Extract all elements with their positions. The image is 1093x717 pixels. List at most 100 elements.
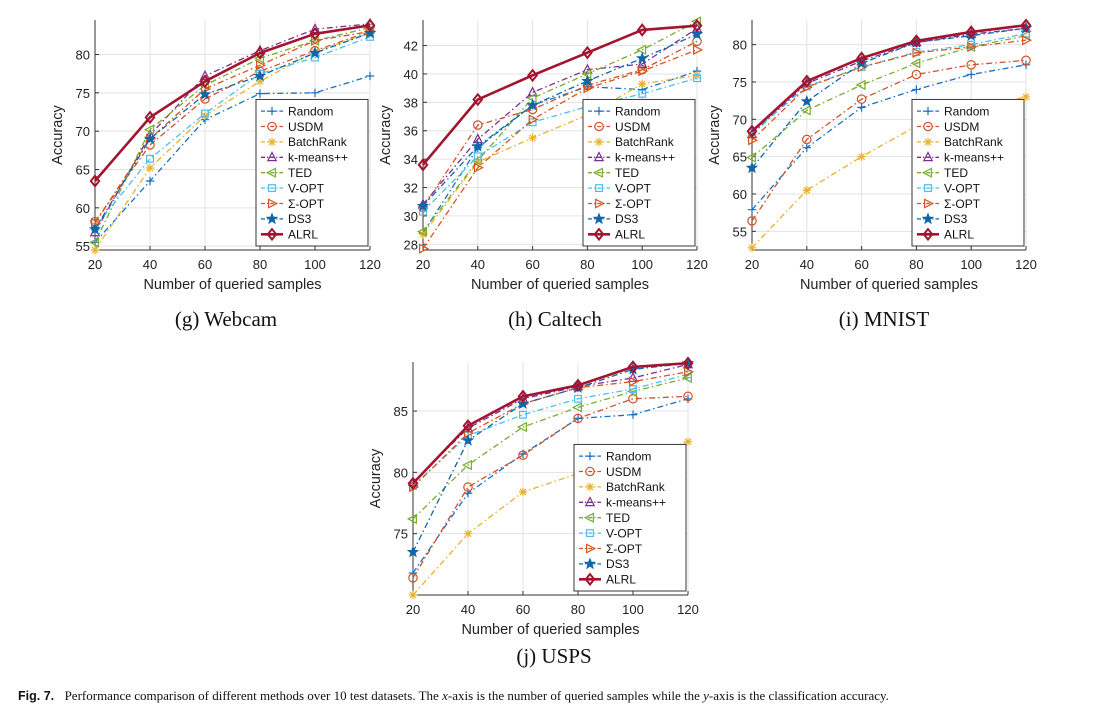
- data-point-ted: [581, 68, 592, 80]
- x-tick-label: 40: [800, 257, 814, 272]
- legend-marker-v-opt: [924, 184, 932, 193]
- data-point-sigma-opt: [528, 114, 539, 125]
- subcaption: (h) Caltech: [508, 307, 602, 331]
- x-tick-label: 40: [471, 257, 485, 272]
- legend-label-alrl: ALRL: [944, 228, 974, 242]
- legend-label-batchrank: BatchRank: [288, 135, 348, 149]
- legend-marker-usdm: [585, 466, 595, 477]
- data-point-sigma-opt: [638, 65, 649, 77]
- series-line-k-meansplusplus: [751, 27, 1027, 135]
- legend-label-random: Random: [944, 104, 989, 118]
- data-point-usdm: [518, 450, 528, 460]
- legend-marker-ds3: [921, 212, 935, 225]
- data-point-usdm: [408, 573, 418, 583]
- series-ted: [416, 16, 701, 237]
- y-tick-label: 85: [394, 404, 408, 419]
- legend-label-alrl: ALRL: [288, 228, 318, 242]
- y-axis-label: Accuracy: [378, 104, 394, 164]
- legend-box: [255, 98, 369, 247]
- data-point-ted: [88, 237, 99, 248]
- data-point-alrl: [682, 356, 694, 371]
- legend-label-usdm: USDM: [615, 120, 650, 134]
- data-point-usdm: [472, 120, 483, 130]
- y-tick-label: 80: [76, 48, 90, 63]
- x-tick-label: 80: [909, 257, 923, 272]
- legend-marker-sigma-opt: [586, 543, 597, 554]
- data-point-batchrank: [200, 111, 210, 121]
- series-usdm: [408, 391, 693, 583]
- legend-marker-k-meansplusplus: [266, 151, 278, 162]
- data-point-ted: [910, 58, 921, 69]
- legend-marker-usdm: [923, 121, 933, 132]
- data-point-ted: [461, 459, 472, 471]
- legend-label-batchrank: BatchRank: [606, 480, 666, 494]
- x-tick-label: 60: [854, 257, 868, 272]
- data-point-ds3: [461, 433, 475, 446]
- data-point-ds3: [581, 74, 594, 87]
- legend-label-ds3: DS3: [288, 212, 312, 226]
- data-point-random: [802, 143, 811, 152]
- data-point-batchrank: [1021, 92, 1031, 102]
- series-random: [90, 71, 375, 247]
- y-tick-label: 80: [394, 465, 408, 480]
- x-tick-label: 60: [198, 257, 212, 272]
- data-point-batchrank: [802, 186, 811, 195]
- data-point-ted: [471, 155, 482, 166]
- series-random: [747, 60, 1031, 214]
- data-point-batchrank: [90, 245, 100, 255]
- x-tick-label: 80: [253, 257, 267, 272]
- legend-label-ted: TED: [944, 166, 968, 180]
- series-line-batchrank: [422, 74, 698, 235]
- data-point-random: [967, 70, 976, 79]
- data-point-alrl: [910, 34, 922, 48]
- legend-marker-sigma-opt: [924, 198, 935, 209]
- x-tick-label: 40: [461, 602, 475, 617]
- data-point-alrl: [801, 74, 813, 89]
- data-point-batchrank: [145, 163, 155, 173]
- data-point-usdm: [911, 69, 922, 80]
- legend-marker-usdm: [267, 121, 277, 132]
- data-point-sigma-opt: [256, 60, 267, 71]
- data-point-ds3: [253, 69, 267, 82]
- data-point-alrl: [472, 92, 484, 107]
- data-point-batchrank: [463, 529, 473, 538]
- data-point-usdm: [683, 391, 693, 402]
- legend-marker-v-opt: [595, 184, 603, 193]
- x-axis-label: Number of queried samples: [800, 277, 978, 293]
- y-tick-label: 55: [733, 224, 747, 239]
- y-axis-label: Accuracy: [50, 104, 66, 164]
- legend-marker-random: [267, 106, 277, 116]
- data-point-alrl: [627, 360, 639, 374]
- data-point-usdm: [1021, 55, 1031, 66]
- x-tick-label: 80: [571, 602, 585, 617]
- series-alrl: [417, 18, 703, 172]
- data-point-usdm: [856, 94, 867, 104]
- legend-marker-ted: [921, 167, 932, 178]
- legend-label-k-meansplusplus: k-means++: [606, 496, 666, 510]
- data-point-sigma-opt: [967, 41, 978, 53]
- y-tick-label: 65: [76, 163, 90, 178]
- x-tick-label: 60: [525, 257, 539, 272]
- x-axis-label: Number of queried samples: [471, 277, 649, 293]
- data-point-v-opt: [146, 154, 154, 163]
- legend-marker-ted: [592, 167, 603, 178]
- x-axis-label: Number of queried samples: [461, 622, 639, 638]
- series-alrl: [89, 18, 376, 188]
- data-point-ds3: [690, 27, 704, 40]
- series-line-alrl: [94, 24, 371, 182]
- data-point-ted: [800, 105, 811, 116]
- data-point-random: [310, 88, 320, 98]
- chart-panel-i-mnist: 20 40 60 80 100 120 55 60 65 70 75 80 Number of quer…: [707, 18, 1037, 331]
- data-point-sigma-opt: [419, 243, 430, 254]
- data-point-ted: [855, 79, 866, 91]
- legend-label-sigma-opt: Σ-OPT: [615, 197, 652, 211]
- series-line-sigma-opt: [94, 30, 371, 224]
- x-tick-label: 40: [143, 257, 157, 272]
- data-point-alrl: [581, 45, 593, 60]
- legend-marker-v-opt: [586, 529, 594, 538]
- series-ds3: [88, 26, 377, 235]
- legend-label-v-opt: V-OPT: [288, 181, 325, 195]
- data-point-ted: [406, 513, 417, 525]
- y-tick-label: 80: [733, 38, 747, 53]
- data-point-usdm: [801, 134, 812, 145]
